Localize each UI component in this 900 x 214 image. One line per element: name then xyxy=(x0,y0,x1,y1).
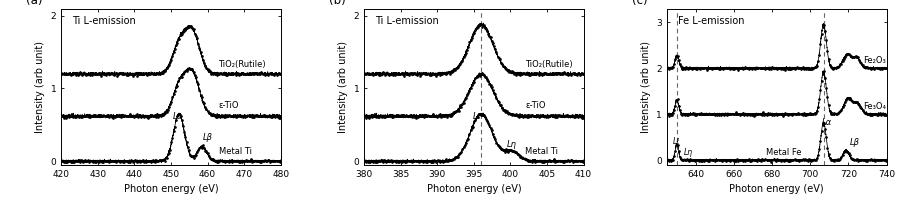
Text: Ti L-emission: Ti L-emission xyxy=(375,16,439,26)
Y-axis label: Intensity (arb unit): Intensity (arb unit) xyxy=(338,41,348,133)
Text: Lβ: Lβ xyxy=(850,138,859,147)
Text: Metal Fe: Metal Fe xyxy=(766,148,802,157)
Text: Lℓ: Lℓ xyxy=(472,112,481,121)
Text: Metal Ti: Metal Ti xyxy=(525,147,558,156)
X-axis label: Photon energy (eV): Photon energy (eV) xyxy=(427,184,521,194)
Text: Lℓ: Lℓ xyxy=(672,137,680,146)
Y-axis label: Intensity (arb unit): Intensity (arb unit) xyxy=(35,41,45,133)
Text: Lη: Lη xyxy=(684,147,693,156)
Text: Lα: Lα xyxy=(822,118,832,127)
Text: ε-TiO: ε-TiO xyxy=(525,101,545,110)
Text: (c): (c) xyxy=(632,0,647,7)
Text: Fe₃O₄: Fe₃O₄ xyxy=(864,102,886,111)
Text: Fe₂O₃: Fe₂O₃ xyxy=(864,56,886,65)
X-axis label: Photon energy (eV): Photon energy (eV) xyxy=(729,184,824,194)
Text: Lη: Lη xyxy=(507,140,517,149)
Text: Lβ: Lβ xyxy=(203,133,213,142)
Text: Fe L-emission: Fe L-emission xyxy=(678,16,744,26)
Text: (b): (b) xyxy=(329,0,346,7)
Y-axis label: Intensity (arb unit): Intensity (arb unit) xyxy=(641,41,651,133)
Text: Lα: Lα xyxy=(173,112,183,121)
Text: ε-TiO: ε-TiO xyxy=(219,101,239,110)
X-axis label: Photon energy (eV): Photon energy (eV) xyxy=(123,184,219,194)
Text: TiO₂(Rutile): TiO₂(Rutile) xyxy=(525,60,572,69)
Text: (a): (a) xyxy=(26,0,42,7)
Text: Metal Ti: Metal Ti xyxy=(219,147,251,156)
Text: TiO₂(Rutile): TiO₂(Rutile) xyxy=(219,60,266,69)
Text: Ti L-emission: Ti L-emission xyxy=(72,16,136,26)
